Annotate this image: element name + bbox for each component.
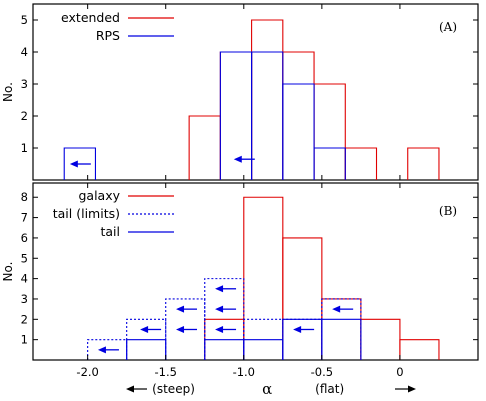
panel-a-bar-rps-4 bbox=[313, 147, 346, 180]
panel-a-bar-extended-2 bbox=[251, 19, 284, 180]
direction-arrows bbox=[126, 385, 416, 393]
legend-item-tail-limits-: tail (limits) bbox=[53, 206, 174, 221]
x-tick-label: -1.5 bbox=[154, 365, 176, 379]
x-tick-label: -0.5 bbox=[311, 365, 333, 379]
upper-limit-arrow-5 bbox=[215, 305, 237, 313]
y-tick-label: 3 bbox=[21, 292, 28, 306]
panel-a-bar-rps-1 bbox=[219, 51, 253, 180]
panel-b-histogram-bars bbox=[87, 196, 440, 360]
upper-limit-arrow-8 bbox=[332, 305, 354, 313]
upper-limit-arrow-6 bbox=[215, 285, 237, 293]
panel-b-bar-tail-limits--6 bbox=[321, 298, 362, 360]
y-tick-label: 3 bbox=[21, 77, 28, 91]
panel-a-histogram-bars bbox=[63, 19, 440, 180]
panel-b-upper-limit-arrows bbox=[97, 285, 354, 354]
legend-label: RPS bbox=[96, 28, 120, 43]
upper-limit-arrow-7 bbox=[293, 325, 315, 333]
panel-a-bar-rps-3 bbox=[282, 83, 315, 180]
y-tick-label: 8 bbox=[21, 190, 28, 204]
x-axis-label-flat: (flat) bbox=[315, 382, 344, 396]
panel-a-label: (A) bbox=[439, 20, 457, 34]
panel-b: 1 2 3 4 5 6 7 8 -2.0 -1.5 -1.0 -0.5 0 No. (B) galax… bbox=[1, 182, 479, 398]
legend-label: extended bbox=[61, 10, 120, 25]
x-tick-label: 0 bbox=[396, 365, 403, 379]
panel-b-legend: galaxy tail (limits) tail bbox=[53, 188, 174, 239]
panel-b-bar-galaxy-3 bbox=[282, 237, 323, 360]
upper-limit-arrow-1 bbox=[233, 155, 255, 163]
y-tick-label: 6 bbox=[21, 231, 28, 245]
panel-a-bar-extended-6 bbox=[407, 147, 440, 180]
upper-limit-arrow-3 bbox=[176, 305, 198, 313]
panel-a-y-ticks: 1 2 3 4 5 bbox=[21, 4, 478, 180]
panel-b-x-ticks: -2.0 -1.5 -1.0 -0.5 0 bbox=[76, 365, 403, 379]
legend-label: tail bbox=[100, 224, 120, 239]
panel-b-y-ticks: 1 2 3 4 5 6 7 8 bbox=[21, 183, 478, 360]
y-tick-label: 1 bbox=[21, 141, 28, 155]
legend-item-galaxy: galaxy bbox=[78, 188, 174, 203]
panel-a-bar-extended-1 bbox=[219, 51, 253, 180]
x-tick-label: -2.0 bbox=[76, 365, 98, 379]
upper-limit-arrow-1 bbox=[140, 325, 162, 333]
panel-a-bar-extended-0 bbox=[188, 115, 221, 180]
panel-b-bar-tail-limits--2 bbox=[165, 298, 206, 360]
y-tick-label: 4 bbox=[21, 272, 28, 286]
flat-direction-arrow bbox=[395, 385, 416, 393]
panel-b-frame bbox=[32, 182, 479, 361]
y-tick-label: 2 bbox=[21, 312, 28, 326]
x-axis-label-steep: (steep) bbox=[152, 382, 195, 396]
y-tick-label: 4 bbox=[21, 45, 28, 59]
panel-b-bar-galaxy-2 bbox=[243, 196, 284, 360]
panel-b-bar-tail-4 bbox=[321, 318, 362, 360]
y-tick-label: 5 bbox=[21, 251, 28, 265]
panel-a-bar-rps-2 bbox=[251, 51, 284, 180]
panel-a-bar-extended-3 bbox=[282, 51, 315, 180]
panel-b-bar-galaxy-4 bbox=[321, 298, 362, 360]
panel-b-bar-tail-2 bbox=[243, 339, 284, 360]
steep-direction-arrow bbox=[126, 385, 147, 393]
upper-limit-arrow-4 bbox=[215, 325, 237, 333]
panel-a-bar-extended-5 bbox=[344, 147, 378, 180]
panel-b-bar-tail-0 bbox=[126, 339, 167, 360]
panel-a-upper-limit-arrows bbox=[69, 155, 255, 168]
upper-limit-arrow-0 bbox=[69, 160, 91, 168]
panel-a-bar-rps-0 bbox=[63, 147, 97, 180]
upper-limit-arrow-2 bbox=[176, 325, 198, 333]
panel-a-y-axis-label: No. bbox=[1, 82, 15, 102]
panel-b-bar-tail-3 bbox=[282, 318, 323, 360]
x-axis-label-alpha: α bbox=[262, 380, 272, 398]
y-tick-label: 2 bbox=[21, 109, 28, 123]
legend-item-rps: RPS bbox=[96, 28, 174, 43]
panel-a-legend: extended RPS bbox=[61, 10, 174, 43]
panel-b-y-axis-label: No. bbox=[1, 262, 15, 282]
panel-a-bar-extended-4 bbox=[313, 83, 346, 180]
y-tick-label: 7 bbox=[21, 211, 28, 225]
panel-a: 1 2 3 4 5 No. (A) extended RPS bbox=[1, 3, 479, 181]
legend-item-tail: tail bbox=[100, 224, 174, 239]
legend-item-extended: extended bbox=[61, 10, 174, 25]
y-tick-label: 1 bbox=[21, 333, 28, 347]
y-tick-label: 5 bbox=[21, 13, 28, 27]
panel-b-bar-tail-limits--5 bbox=[282, 318, 323, 360]
panel-b-bar-galaxy-6 bbox=[399, 339, 440, 360]
legend-label: tail (limits) bbox=[53, 206, 120, 221]
legend-label: galaxy bbox=[78, 188, 120, 203]
x-tick-label: -1.0 bbox=[233, 365, 255, 379]
panel-b-bar-tail-1 bbox=[204, 339, 245, 360]
upper-limit-arrow-0 bbox=[97, 346, 119, 354]
panel-a-frame bbox=[32, 3, 479, 181]
panel-b-label: (B) bbox=[439, 204, 457, 218]
panel-b-bar-galaxy-5 bbox=[360, 318, 401, 360]
